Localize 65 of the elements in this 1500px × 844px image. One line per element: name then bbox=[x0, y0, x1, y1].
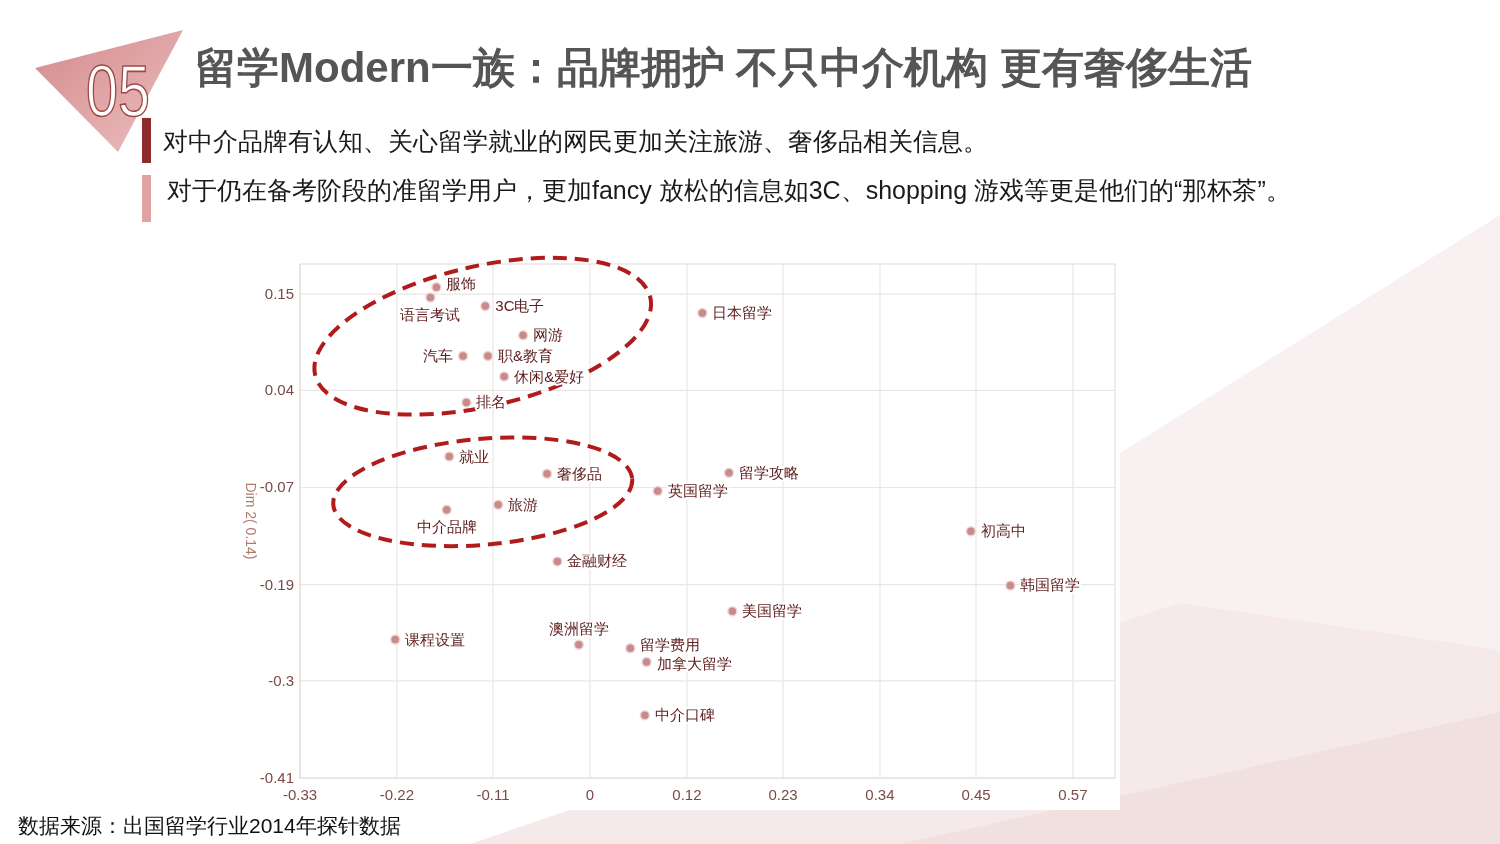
x-tick-label: -0.22 bbox=[379, 786, 415, 803]
series-label: 语言考试 bbox=[400, 305, 461, 323]
y-axis-title: Dim 2( 0.14) bbox=[243, 482, 259, 560]
point bbox=[517, 330, 529, 341]
y-tick-label: -0.41 bbox=[259, 769, 294, 786]
series-label: 英国留学 bbox=[667, 481, 728, 499]
series-label: 美国留学 bbox=[742, 602, 803, 620]
point bbox=[652, 485, 663, 497]
point bbox=[625, 642, 636, 654]
series-label: 网游 bbox=[533, 326, 564, 344]
y-tick-label: -0.07 bbox=[259, 478, 294, 496]
point bbox=[482, 350, 494, 362]
point bbox=[461, 397, 472, 408]
series-label: 初高中 bbox=[980, 522, 1026, 540]
point bbox=[492, 499, 504, 510]
x-tick-label: -0.11 bbox=[476, 786, 510, 803]
x-tick-label: -0.33 bbox=[282, 786, 318, 803]
series-label: 留学费用 bbox=[640, 636, 701, 654]
point bbox=[697, 307, 708, 319]
x-tick-label: 0.34 bbox=[865, 786, 895, 803]
text: 对于仍在备考阶段的准留学用户，更加fancy 放松的信息如3C、shopping 游戏等更是他们的“那杯茶”。 bbox=[167, 176, 1291, 204]
series-label: 服饰 bbox=[446, 275, 477, 293]
x-tick-label: 0.45 bbox=[961, 786, 991, 803]
point bbox=[552, 556, 563, 567]
point bbox=[444, 451, 455, 462]
series-label: 日本留学 bbox=[712, 303, 773, 321]
chart-title: 留学Modern一族：品牌拥护 不只中介机构 更有奢侈生活 bbox=[195, 44, 1252, 91]
series-label: 奢侈品 bbox=[557, 464, 603, 482]
x-tick-label: 0.12 bbox=[672, 786, 702, 803]
y-tick-label: -0.19 bbox=[259, 575, 294, 593]
point bbox=[441, 504, 452, 516]
series-label: 中介品牌 bbox=[416, 517, 477, 535]
point bbox=[573, 639, 585, 651]
point bbox=[389, 634, 401, 645]
series-label: 职&教育 bbox=[497, 346, 553, 364]
point bbox=[639, 710, 651, 721]
y-tick-label: 0.15 bbox=[264, 285, 294, 303]
series-label: 3C电子 bbox=[495, 297, 545, 315]
point bbox=[498, 371, 510, 382]
point bbox=[965, 526, 977, 537]
series-label: 留学攻略 bbox=[738, 463, 799, 481]
point bbox=[431, 281, 442, 293]
x-tick-label: 0.57 bbox=[1058, 786, 1088, 803]
series-label: 加拿大留学 bbox=[656, 654, 732, 672]
point bbox=[541, 468, 553, 479]
source-note: 数据来源：出国留学行业2014年探针数据 bbox=[18, 814, 401, 837]
series-label: 澳洲留学 bbox=[548, 619, 609, 637]
series-label: 中介口碑 bbox=[654, 706, 715, 724]
point bbox=[727, 606, 738, 617]
y-tick-label: -0.3 bbox=[268, 671, 294, 689]
y-tick-label: 0.04 bbox=[264, 381, 294, 399]
series-label: 课程设置 bbox=[405, 630, 466, 648]
x-tick-label: 0 bbox=[585, 786, 595, 803]
series-label: 就业 bbox=[459, 447, 490, 465]
x-tick-label: 0.23 bbox=[768, 786, 798, 803]
series-label: 汽车 bbox=[423, 346, 453, 364]
point bbox=[641, 656, 652, 668]
point bbox=[425, 292, 436, 303]
series-label: 韩国留学 bbox=[1020, 576, 1081, 594]
point bbox=[480, 300, 491, 312]
point bbox=[457, 350, 469, 362]
point bbox=[1005, 580, 1016, 591]
series-label: 旅游 bbox=[508, 495, 539, 513]
point bbox=[723, 467, 735, 479]
series-label: 金融财经 bbox=[567, 552, 628, 570]
